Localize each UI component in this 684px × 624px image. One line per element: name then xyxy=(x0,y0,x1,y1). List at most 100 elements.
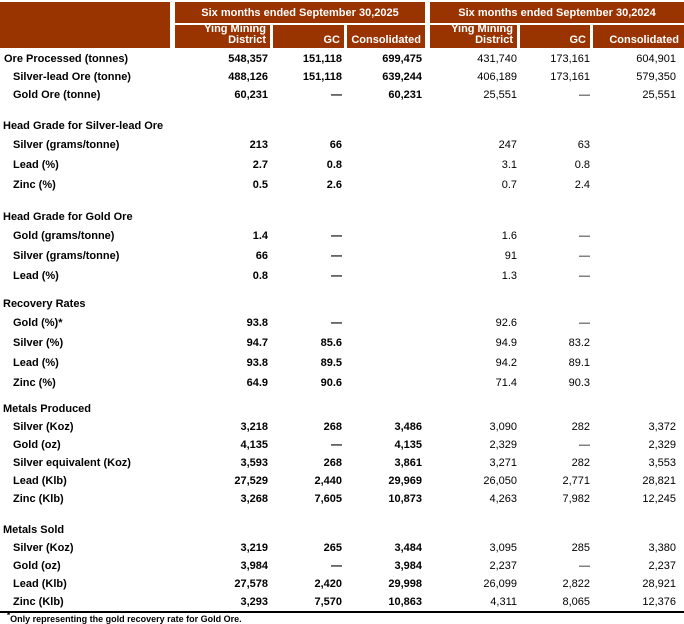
table-header: Six months ended September 30,2025 Six m… xyxy=(0,2,684,48)
value-2024-gc: 2,771 xyxy=(562,475,590,487)
value-2024-ying: 3,271 xyxy=(489,457,517,469)
value-2024-consolidated xyxy=(593,155,684,175)
section-header: Recovery Rates xyxy=(3,298,86,310)
table-row: Silver equivalent (Koz) 3,593 268 3,861 3,27… xyxy=(0,454,684,472)
value-2024-consolidated xyxy=(593,353,684,373)
period-header-2024: Six months ended September 30,2024 xyxy=(430,2,684,23)
value-2025-gc: 7,605 xyxy=(314,493,342,505)
value-2025-gc: 2,420 xyxy=(314,578,342,590)
value-2025-gc: 2,440 xyxy=(314,475,342,487)
value-2024-gc: — xyxy=(579,317,590,329)
value-2024-ying: 431,740 xyxy=(477,53,517,65)
table-section: Metals Sold Silver (Koz) 3,219 265 3,484 3,09… xyxy=(0,521,684,611)
value-2024-gc: 282 xyxy=(571,457,590,469)
table-row: Gold (oz) 4,135 — 4,135 2,329 — 2,329 xyxy=(0,436,684,454)
table-row: Silver (Koz) 3,219 265 3,484 3,095 285 3,380 xyxy=(0,539,684,557)
row-label: Gold Ore (tonne) xyxy=(13,89,101,101)
value-2025-consolidated: 3,984 xyxy=(394,560,422,572)
row-label: Lead (Klb) xyxy=(13,578,67,590)
value-2024-consolidated: 3,372 xyxy=(648,421,676,433)
value-2025-ying: 64.9 xyxy=(246,377,268,389)
value-2025-gc: 2.6 xyxy=(326,179,342,191)
value-2025-gc: — xyxy=(331,270,342,282)
value-2025-consolidated: 10,873 xyxy=(388,493,422,505)
value-2025-ying: 3,293 xyxy=(240,596,268,608)
column-header-consolidated-2025: Consolidated xyxy=(347,25,425,48)
value-2024-gc: 8,065 xyxy=(562,596,590,608)
value-2024-gc: 0.8 xyxy=(574,159,590,171)
value-2024-ying: 26,099 xyxy=(483,578,517,590)
value-2024-ying: 3,095 xyxy=(489,542,517,554)
value-2025-consolidated xyxy=(347,353,425,373)
table-row: Lead (%) 2.7 0.8 3.1 0.8 xyxy=(0,155,684,175)
value-2024-gc: 89.1 xyxy=(568,357,590,369)
value-2024-gc: — xyxy=(579,560,590,572)
value-2024-consolidated: 25,551 xyxy=(642,89,676,101)
value-2025-gc: — xyxy=(331,317,342,329)
value-2024-ying: 0.7 xyxy=(501,179,517,191)
value-2025-ying: 60,231 xyxy=(234,89,268,101)
header-corner-block xyxy=(0,2,170,48)
table-row: Gold (grams/tonne) 1.4 — 1.6 — xyxy=(0,226,684,246)
value-2025-gc: 7,570 xyxy=(314,596,342,608)
column-header-ying-mining-2024: Ying Mining District xyxy=(430,24,517,48)
table-section: Head Grade for Silver-lead Ore Silver (gr… xyxy=(0,117,684,195)
table-section: Head Grade for Gold Ore Gold (grams/tonne… xyxy=(0,208,684,286)
row-label: Lead (Klb) xyxy=(13,475,67,487)
value-2024-gc: 90.3 xyxy=(568,377,590,389)
value-2025-consolidated: 29,969 xyxy=(388,475,422,487)
table-row: Gold Ore (tonne) 60,231 — 60,231 25,551 — 25,5… xyxy=(0,86,684,104)
value-2025-consolidated xyxy=(347,246,425,266)
value-2025-consolidated: 639,244 xyxy=(382,71,422,83)
value-2024-gc: — xyxy=(579,439,590,451)
row-label: Gold (oz) xyxy=(13,560,61,572)
row-label: Silver equivalent (Koz) xyxy=(13,457,131,469)
value-2025-gc: 265 xyxy=(323,542,342,554)
value-2025-consolidated: 60,231 xyxy=(388,89,422,101)
value-2024-ying: 2,329 xyxy=(489,439,517,451)
value-2025-ying: 213 xyxy=(249,139,268,151)
value-2025-consolidated xyxy=(347,175,425,195)
value-2024-ying: 1.3 xyxy=(501,270,517,282)
row-label: Lead (%) xyxy=(13,270,59,282)
value-2025-ying: 27,529 xyxy=(234,475,268,487)
value-2025-gc: 85.6 xyxy=(320,337,342,349)
value-2025-gc: 268 xyxy=(323,421,342,433)
value-2024-gc: 83.2 xyxy=(568,337,590,349)
value-2025-ying: 548,357 xyxy=(228,53,268,65)
value-2024-consolidated xyxy=(593,373,684,393)
table-row: Lead (%) 93.8 89.5 94.2 89.1 xyxy=(0,353,684,373)
section-header: Head Grade for Gold Ore xyxy=(3,211,133,223)
value-2024-ying: 4,263 xyxy=(489,493,517,505)
value-2024-consolidated: 2,237 xyxy=(648,560,676,572)
value-2024-ying: 2,237 xyxy=(489,560,517,572)
row-label: Zinc (%) xyxy=(13,179,56,191)
section-header: Metals Produced xyxy=(3,403,92,415)
value-2024-ying: 94.9 xyxy=(495,337,517,349)
value-2024-ying: 94.2 xyxy=(495,357,517,369)
value-2024-gc: 2,822 xyxy=(562,578,590,590)
value-2025-gc: — xyxy=(331,230,342,242)
value-2025-gc: 151,118 xyxy=(302,71,342,83)
table-row: Zinc (Klb) 3,268 7,605 10,873 4,263 7,982 12,2… xyxy=(0,490,684,508)
value-2025-gc: 90.6 xyxy=(320,377,342,389)
value-2024-ying: 4,311 xyxy=(490,596,517,608)
value-2025-gc: 268 xyxy=(323,457,342,469)
value-2024-gc: 2.4 xyxy=(574,179,590,191)
value-2025-consolidated: 3,486 xyxy=(394,421,422,433)
value-2024-consolidated xyxy=(593,246,684,266)
table-section: Ore Processed (tonnes) 548,357 151,118 699,… xyxy=(0,50,684,104)
value-2025-consolidated xyxy=(347,155,425,175)
row-label: Gold (grams/tonne) xyxy=(13,230,115,242)
value-2025-gc: — xyxy=(331,89,342,101)
footnote-marker: * xyxy=(7,611,11,620)
value-2024-consolidated xyxy=(593,226,684,246)
table-section: Recovery Rates Gold (%)* 93.8 — 92.6 — Silver … xyxy=(0,295,684,393)
table-row: Gold (%)* 93.8 — 92.6 — xyxy=(0,313,684,333)
value-2025-ying: 4,135 xyxy=(240,439,268,451)
section-header: Metals Sold xyxy=(3,524,65,536)
value-2024-ying: 3.1 xyxy=(501,159,517,171)
value-2025-gc: — xyxy=(331,560,342,572)
value-2024-consolidated: 3,380 xyxy=(648,542,676,554)
